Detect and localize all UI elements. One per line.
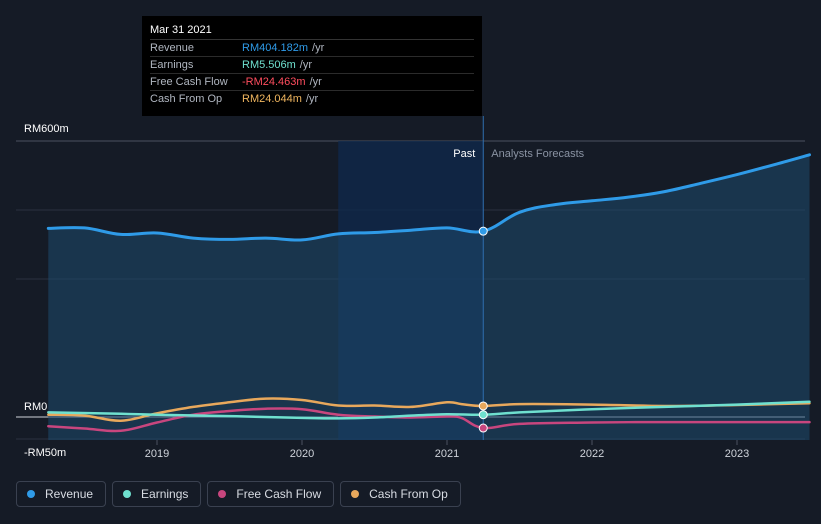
- y-ticks: RM600m RM0 -RM50m: [24, 123, 69, 459]
- legend-dot-icon: [351, 490, 360, 498]
- revenue-area: [48, 154, 810, 441]
- legend-label: Earnings: [141, 487, 189, 501]
- tooltip-row-free-cash-flow: Free Cash Flow -RM24.463m /yr: [150, 74, 474, 91]
- legend-item-free-cash-flow[interactable]: Free Cash Flow: [207, 481, 335, 507]
- x-ticks: 2019 2020 2021 2022 2023: [145, 440, 749, 460]
- tooltip-unit: /yr: [299, 59, 313, 71]
- series-lines: [46, 153, 811, 433]
- hover-markers: [478, 226, 488, 433]
- legend-item-revenue[interactable]: Revenue: [16, 481, 107, 507]
- series-line-earnings: [47, 400, 811, 420]
- legend-item-cash-from-op[interactable]: Cash From Op: [340, 481, 461, 507]
- series-line-cash-from-op: [47, 397, 811, 422]
- y-tick-label: RM600m: [24, 123, 69, 135]
- x-tick-label: 2022: [580, 448, 604, 460]
- tooltip-label: Free Cash Flow: [150, 76, 228, 88]
- tooltip-label: Cash From Op: [150, 93, 223, 105]
- tooltip-date: Mar 31 2021: [150, 22, 474, 40]
- legend-dot-icon: [123, 490, 132, 498]
- legend-dot-icon: [218, 490, 227, 498]
- y-tick-label: -RM50m: [24, 447, 66, 459]
- legend-label: Cash From Op: [369, 487, 448, 501]
- tooltip-unit: /yr: [312, 42, 325, 54]
- tooltip-row-cash-from-op: Cash From Op RM24.044m /yr: [150, 91, 474, 107]
- tooltip-unit: /yr: [309, 76, 322, 88]
- hover-marker-cash-from-op: [478, 401, 488, 411]
- hover-marker-earnings: [478, 410, 488, 420]
- series-line-revenue: [46, 153, 811, 242]
- legend: Revenue Earnings Free Cash Flow Cash Fro…: [16, 481, 461, 507]
- y-tick-label: RM0: [24, 401, 47, 413]
- tooltip-row-revenue: Revenue RM404.182m /yr: [150, 40, 474, 57]
- tooltip-value: RM24.044m: [242, 93, 302, 105]
- tooltip-value: RM5.506m: [242, 59, 296, 71]
- tooltip-label: Revenue: [150, 42, 195, 54]
- hover-marker-free-cash-flow: [478, 423, 488, 433]
- legend-label: Revenue: [45, 487, 94, 501]
- x-tick-label: 2023: [725, 448, 749, 460]
- x-tick-label: 2019: [145, 448, 169, 460]
- legend-dot-icon: [27, 490, 35, 498]
- tooltip-value: RM404.182m: [242, 42, 309, 54]
- tooltip-label: Earnings: [150, 59, 194, 71]
- forecast-label: Analysts Forecasts: [491, 148, 584, 160]
- x-tick-label: 2020: [290, 448, 314, 460]
- tooltip-row-earnings: Earnings RM5.506m /yr: [150, 57, 474, 74]
- hover-marker-revenue: [478, 226, 488, 236]
- tooltip-unit: /yr: [305, 93, 319, 105]
- legend-label: Free Cash Flow: [236, 487, 322, 501]
- past-label: Past: [453, 148, 475, 160]
- legend-item-earnings[interactable]: Earnings: [112, 481, 202, 507]
- tooltip: Mar 31 2021 Revenue RM404.182m /yr Earni…: [142, 16, 482, 116]
- x-tick-label: 2021: [435, 448, 459, 460]
- tooltip-value: -RM24.463m: [242, 76, 306, 88]
